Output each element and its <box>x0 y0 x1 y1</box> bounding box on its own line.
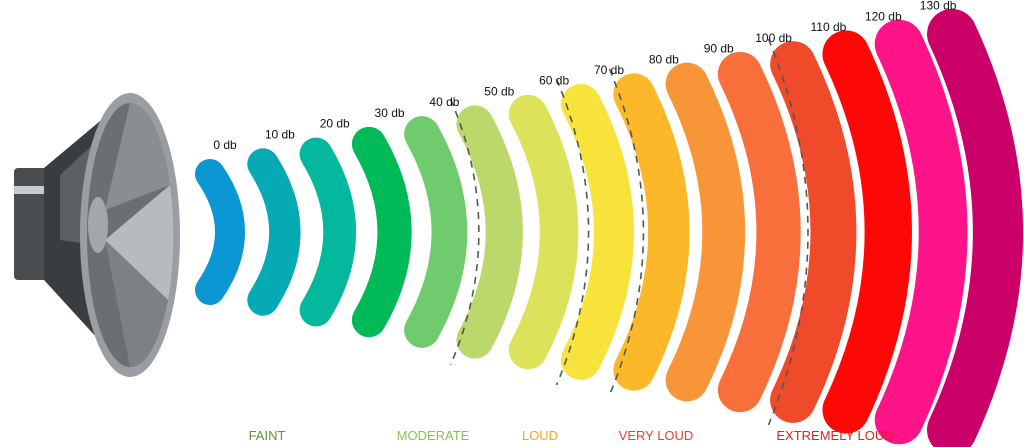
level-label: 120 db <box>865 9 902 23</box>
category-label: VERY LOUD <box>619 428 694 443</box>
category-divider <box>449 98 480 366</box>
level-label: 40 db <box>429 95 459 109</box>
sound-wave <box>508 94 579 370</box>
arcs <box>195 9 1023 447</box>
sound-wave <box>874 19 968 445</box>
sound-wave <box>404 116 468 348</box>
sound-wave <box>561 84 634 380</box>
level-label: 10 db <box>265 127 295 141</box>
sound-wave <box>299 137 357 327</box>
level-label: 130 db <box>920 0 957 13</box>
level-label: 100 db <box>755 31 792 45</box>
sound-wave <box>927 9 1023 447</box>
sound-wave <box>195 159 245 305</box>
speaker <box>14 93 180 377</box>
category-divider <box>608 68 645 396</box>
level-label: 110 db <box>811 20 847 34</box>
category-label: LOUD <box>522 428 558 443</box>
level-label: 80 db <box>649 52 679 66</box>
sound-wave <box>822 30 912 434</box>
sound-wave <box>247 148 301 316</box>
level-label: 20 db <box>320 117 350 131</box>
level-label: 60 db <box>539 74 569 88</box>
sound-wave <box>613 73 690 391</box>
level-label: 50 db <box>484 84 514 98</box>
level-label: 70 db <box>594 63 624 77</box>
level-label: 140 db <box>975 0 1012 2</box>
sound-wave <box>456 105 523 359</box>
category-divider <box>555 78 590 386</box>
category-label: FAINT <box>249 428 286 443</box>
category-divider <box>767 38 809 426</box>
level-label: 90 db <box>704 42 734 56</box>
sound-wave <box>351 126 412 338</box>
labels: 0 db 10 db 20 db 30 db 40 db 50 db 60 db 70 db 8… <box>213 0 1011 443</box>
category-label: MODERATE <box>397 428 470 443</box>
category-label: EXTREMELY LOUD <box>776 428 893 443</box>
level-label: 0 db <box>213 138 237 152</box>
sound-wave <box>717 51 801 413</box>
sound-wave <box>770 41 857 423</box>
level-label: 30 db <box>375 106 405 120</box>
sound-wave <box>665 62 746 402</box>
